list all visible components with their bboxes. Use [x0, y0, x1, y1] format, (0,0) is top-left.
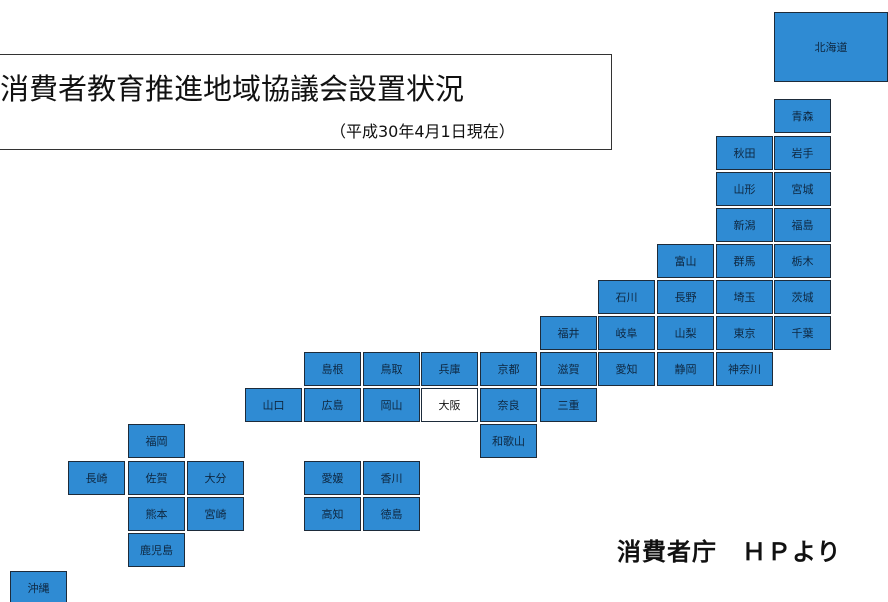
prefecture-ehime: 愛媛 [304, 461, 361, 495]
map-title: 消費者教育推進地域協議会設置状況 [0, 72, 465, 106]
prefecture-aichi: 愛知 [598, 352, 655, 386]
prefecture-kanagawa: 神奈川 [716, 352, 773, 386]
prefecture-nara: 奈良 [480, 388, 537, 422]
map-subtitle: （平成30年4月1日現在） [330, 122, 515, 141]
prefecture-nagasaki: 長崎 [68, 461, 125, 495]
prefecture-mie: 三重 [540, 388, 597, 422]
prefecture-kochi: 高知 [304, 497, 361, 531]
prefecture-okayama: 岡山 [363, 388, 420, 422]
prefecture-niigata: 新潟 [716, 208, 773, 242]
prefecture-hiroshima: 広島 [304, 388, 361, 422]
prefecture-hyogo: 兵庫 [421, 352, 478, 386]
prefecture-akita: 秋田 [716, 136, 773, 170]
prefecture-oita: 大分 [187, 461, 244, 495]
prefecture-toyama: 富山 [657, 244, 714, 278]
prefecture-wakayama: 和歌山 [480, 424, 537, 458]
prefecture-tochigi: 栃木 [774, 244, 831, 278]
prefecture-gifu: 岐阜 [598, 316, 655, 350]
prefecture-okinawa: 沖縄 [10, 571, 67, 602]
prefecture-hokkaido: 北海道 [774, 12, 888, 82]
prefecture-yamaguchi: 山口 [245, 388, 302, 422]
prefecture-kagawa: 香川 [363, 461, 420, 495]
prefecture-tottori: 鳥取 [363, 352, 420, 386]
prefecture-osaka: 大阪 [421, 388, 478, 422]
prefecture-ibaraki: 茨城 [774, 280, 831, 314]
prefecture-kagoshima: 鹿児島 [128, 533, 185, 567]
prefecture-fukuoka: 福岡 [128, 424, 185, 458]
source-note: 消費者庁 ＨＰより [617, 538, 842, 566]
prefecture-tokyo: 東京 [716, 316, 773, 350]
prefecture-chiba: 千葉 [774, 316, 831, 350]
prefecture-gunma: 群馬 [716, 244, 773, 278]
prefecture-iwate: 岩手 [774, 136, 831, 170]
prefecture-yamagata: 山形 [716, 172, 773, 206]
prefecture-shimane: 島根 [304, 352, 361, 386]
prefecture-tokushima: 徳島 [363, 497, 420, 531]
prefecture-miyazaki: 宮崎 [187, 497, 244, 531]
prefecture-aomori: 青森 [774, 99, 831, 133]
prefecture-yamanashi: 山梨 [657, 316, 714, 350]
prefecture-saga: 佐賀 [128, 461, 185, 495]
prefecture-shizuoka: 静岡 [657, 352, 714, 386]
prefecture-fukui: 福井 [540, 316, 597, 350]
prefecture-shiga: 滋賀 [540, 352, 597, 386]
title-frame [0, 54, 612, 150]
prefecture-ishikawa: 石川 [598, 280, 655, 314]
prefecture-saitama: 埼玉 [716, 280, 773, 314]
prefecture-fukushima: 福島 [774, 208, 831, 242]
prefecture-kumamoto: 熊本 [128, 497, 185, 531]
prefecture-miyagi: 宮城 [774, 172, 831, 206]
prefecture-nagano: 長野 [657, 280, 714, 314]
prefecture-kyoto: 京都 [480, 352, 537, 386]
